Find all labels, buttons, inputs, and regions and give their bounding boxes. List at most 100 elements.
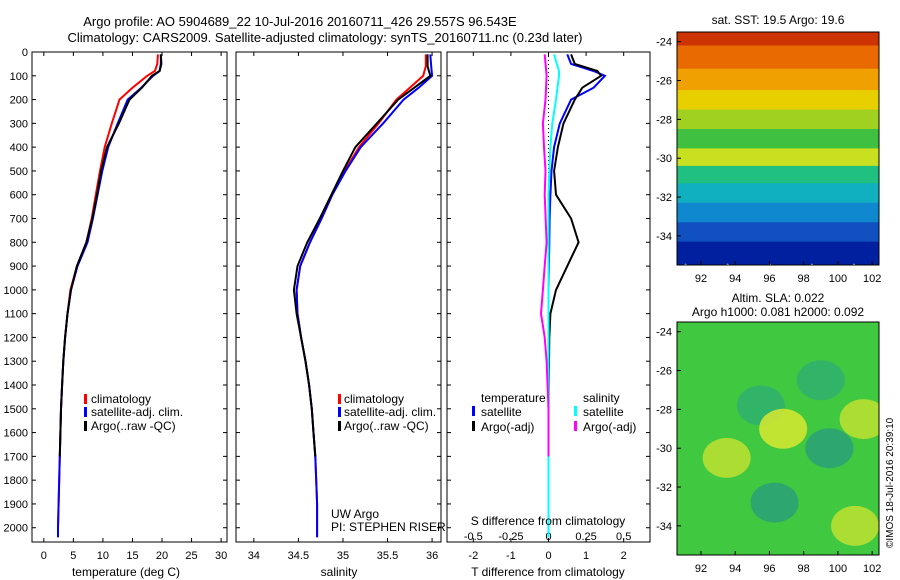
series-line [292, 54, 432, 457]
sla-lon-axis: 92 94 96 98 100 102 [695, 551, 881, 575]
depth-tick-label: 2000 [4, 523, 28, 535]
depth-tick-label: 900 [10, 261, 28, 273]
x2-tick-label: 0.25 [575, 531, 596, 543]
series-line [547, 54, 607, 538]
lon-tick-label: 92 [695, 563, 707, 575]
depth-tick-label: 1400 [4, 380, 28, 392]
x-tick-label: -1 [506, 550, 516, 562]
legend-swatch-satellite [338, 407, 341, 417]
x-tick-label: 0 [41, 550, 47, 562]
lon-tick-label: 96 [763, 563, 775, 575]
sla-anomaly [831, 505, 879, 546]
difference-legend: temperature satellite Argo(-adj) salinit… [472, 391, 636, 434]
sst-heatmap [677, 32, 879, 265]
x-tick-label: 34.5 [288, 550, 309, 562]
difference-x2-axis: -0.5-0.2500.250.5 [464, 531, 632, 543]
difference-lines [539, 54, 607, 538]
sla-anomaly [759, 408, 808, 449]
x-tick-label: 2 [621, 550, 627, 562]
x2-tick-label: 0.5 [616, 531, 631, 543]
lon-tick-label: 92 [695, 273, 707, 285]
salinity-depth-ticks [236, 51, 441, 529]
x-tick-label: 36 [426, 550, 438, 562]
sla-anomaly [702, 437, 751, 478]
lat-tick-label: -32 [656, 192, 672, 204]
sst-lat-axis: -24 -26 -28 -30 -32 -34 [656, 37, 681, 243]
legend-swatch-argo [338, 421, 341, 431]
lon-tick-label: 98 [798, 273, 810, 285]
series-line [547, 54, 560, 538]
salinity-lines [292, 54, 434, 538]
depth-tick-label: 100 [10, 71, 28, 83]
depth-tick-label: 1600 [4, 428, 28, 440]
series-line [57, 54, 159, 538]
salinity-x-axis: 34 34.5 35 35.5 36 [248, 52, 438, 562]
legend-title-temperature: temperature [481, 391, 546, 405]
sst-lon-axis: 92 94 96 98 100 102 [695, 261, 881, 285]
temperature-legend: climatology satellite-adj. clim. Argo(..… [84, 392, 183, 433]
sla-map-title-2: Argo h1000: 0.081 h2000: 0.092 [692, 305, 864, 319]
sst-map-frame [676, 31, 880, 266]
lat-tick-label: -30 [656, 153, 672, 165]
series-line [295, 54, 434, 538]
x-tick-label: 35 [337, 550, 349, 562]
depth-tick-label: 1000 [4, 285, 28, 297]
legend-title-salinity: salinity [583, 391, 620, 405]
sla-anomaly [839, 399, 879, 440]
sla-map-frame [676, 321, 880, 556]
salinity-panel: 34 34.5 35 35.5 36 salinity climatology sate… [235, 51, 446, 579]
sst-map-panel: sat. SST: 19.5 Argo: 19.6 92 94 96 98 100 102… [656, 13, 881, 285]
lon-tick-label: 96 [763, 273, 775, 285]
lat-tick-label: -28 [656, 404, 672, 416]
lon-tick-label: 100 [829, 273, 847, 285]
lon-tick-label: 102 [863, 273, 881, 285]
sla-map-panel: Altim. SLA: 0.022 Argo h1000: 0.081 h200… [656, 291, 881, 575]
salinity-legend: climatology satellite-adj. clim. Argo(..… [338, 392, 436, 433]
legend-label-argo: Argo(..raw -QC) [91, 419, 176, 433]
depth-tick-label: 1700 [4, 451, 28, 463]
x-tick-label: 5 [70, 550, 76, 562]
legend-swatch-temp-satellite [472, 406, 475, 416]
depth-tick-label: 1900 [4, 499, 28, 511]
lon-tick-label: 98 [798, 563, 810, 575]
depth-tick-label: 500 [10, 166, 28, 178]
x2-tick-label: -0.5 [464, 531, 483, 543]
salinity-frame [235, 51, 442, 543]
sst-map-title: sat. SST: 19.5 Argo: 19.6 [712, 13, 845, 27]
legend-label-climatology: climatology [344, 392, 404, 406]
legend-label-climatology: climatology [91, 392, 151, 406]
legend-label-temp-satellite: satellite [481, 405, 522, 419]
lon-tick-label: 100 [829, 563, 847, 575]
depth-tick-label: 1800 [4, 475, 28, 487]
imos-stamp: ©IMOS 18-Jul-2016 20:39:10 [885, 417, 896, 548]
lon-tick-label: 102 [863, 563, 881, 575]
header-line-1: Argo profile: AO 5904689_22 10-Jul-2016 … [83, 14, 517, 29]
sla-heatmap [677, 322, 879, 555]
x-tick-label: 0 [545, 550, 551, 562]
legend-label-sal-satellite: satellite [583, 405, 624, 419]
temperature-xlabel: temperature (deg C) [72, 565, 180, 579]
series-line [58, 54, 163, 457]
series-line [57, 54, 162, 538]
x-tick-label: 1 [583, 550, 589, 562]
difference-xlabel-salinity: S difference from climatology [471, 514, 626, 528]
depth-tick-label: 1100 [4, 309, 28, 321]
lat-tick-label: -32 [656, 482, 672, 494]
x-tick-label: 25 [185, 550, 197, 562]
series-line [539, 54, 550, 457]
depth-tick-label: 1300 [4, 356, 28, 368]
lat-tick-label: -24 [656, 327, 672, 339]
lat-tick-label: -28 [656, 114, 672, 126]
legend-swatch-sal-argo [574, 421, 577, 431]
depth-axis: 0 100 200 300 400 500 600 700 800 900 1000 1100 1200… [4, 47, 227, 535]
legend-swatch-temp-argo [472, 421, 475, 431]
x-tick-label: 10 [97, 550, 109, 562]
x-tick-label: 20 [156, 550, 168, 562]
lon-tick-label: 94 [729, 273, 741, 285]
legend-label-satellite: satellite-adj. clim. [91, 405, 183, 419]
sla-anomaly [796, 360, 845, 401]
sla-anomaly [805, 428, 854, 469]
lat-tick-label: -26 [656, 76, 672, 88]
legend-label-argo: Argo(..raw -QC) [344, 419, 429, 433]
